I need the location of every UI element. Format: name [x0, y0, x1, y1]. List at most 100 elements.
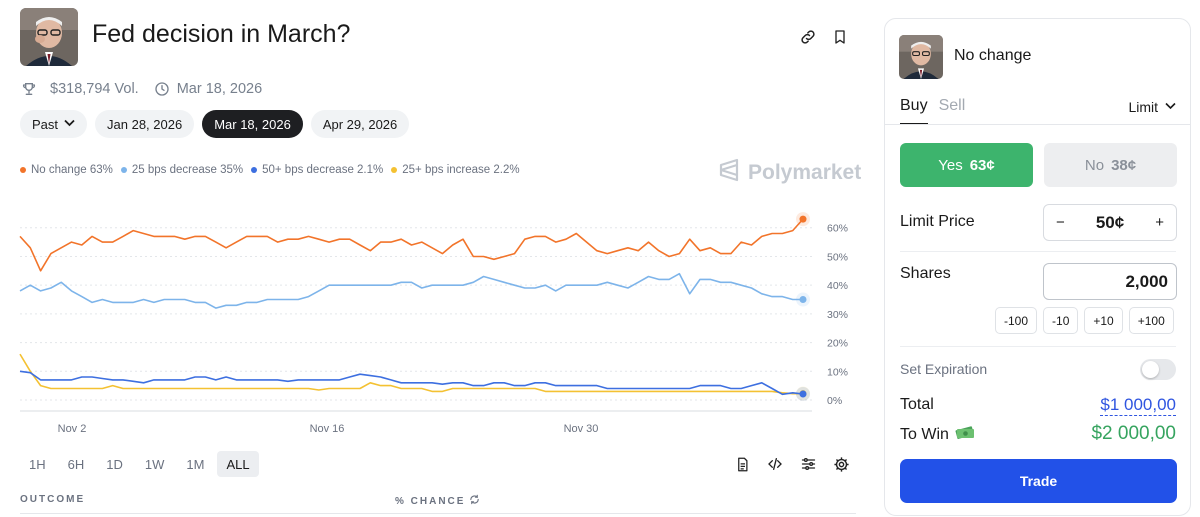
time-range-selector: 1H 6H 1D 1W 1M ALL	[20, 451, 259, 477]
trade-button[interactable]: Trade	[900, 459, 1177, 503]
end-date-text: Mar 18, 2026	[176, 81, 263, 97]
legend-label: 25 bps decrease 35%	[131, 164, 244, 176]
market-title: Fed decision in March?	[92, 20, 351, 48]
yes-label: Yes	[938, 156, 963, 174]
code-embed-icon[interactable]	[766, 455, 784, 473]
past-label: Past	[32, 116, 59, 132]
series-end-point	[799, 215, 807, 223]
limit-price-label: Limit Price	[900, 213, 975, 230]
legend-label: 50+ bps decrease 2.1%	[262, 164, 384, 176]
buy-sell-tabs: Buy Sell	[900, 97, 976, 125]
price-chart[interactable]: 60% 50% 40% 30% 20% 10% 0% Nov 2 Nov 16 Nov 30	[0, 195, 870, 445]
gear-icon[interactable]	[832, 455, 850, 473]
legend-label: No change 63%	[31, 164, 113, 176]
refresh-icon[interactable]	[469, 494, 480, 508]
divider	[900, 251, 1176, 252]
to-win-label: To Win	[900, 425, 949, 443]
series-end-point	[799, 296, 807, 304]
series-line-25-bps-increase	[19, 353, 803, 395]
document-icon[interactable]	[733, 455, 751, 473]
y-tick-label: 50%	[827, 251, 848, 263]
yes-button[interactable]: Yes 63¢	[900, 143, 1033, 187]
no-label: No	[1084, 156, 1105, 174]
to-win-value: $2 000,00	[1091, 423, 1176, 444]
past-dropdown[interactable]: Past	[20, 110, 88, 138]
increase-price-button[interactable]: +	[1155, 214, 1164, 231]
x-tick-label: Nov 30	[564, 423, 599, 435]
chevron-down-icon	[1165, 101, 1176, 113]
chart-legend: No change 63% 25 bps decrease 35% 50+ bps …	[20, 164, 528, 176]
trade-panel: No change Buy Sell Limit Yes 63¢ No 38¢ …	[884, 18, 1191, 516]
tabs-divider	[885, 124, 1190, 125]
shares-minus-100-button[interactable]: -100	[995, 307, 1038, 334]
legend-dot	[120, 167, 127, 173]
link-icon[interactable]	[797, 26, 819, 48]
to-win-row: To Win	[900, 425, 975, 444]
x-tick-label: Nov 16	[310, 423, 345, 435]
volume-text: $318,794 Vol.	[50, 81, 139, 97]
shares-plus-100-button[interactable]: +100	[1128, 307, 1174, 334]
brand-name: Polymarket	[748, 161, 862, 184]
legend-dot	[251, 167, 258, 173]
limit-price-stepper: − 50¢ +	[1043, 204, 1177, 241]
yes-price: 63¢	[969, 156, 995, 174]
clock-icon	[153, 80, 171, 98]
chance-column-label: % CHANCE	[395, 495, 466, 507]
decrease-price-button[interactable]: −	[1056, 214, 1065, 231]
quick-share-buttons: -100 -10 +10 +100	[995, 307, 1174, 334]
total-label: Total	[900, 396, 934, 413]
sliders-icon[interactable]	[799, 455, 817, 473]
order-type-dropdown[interactable]: Limit	[1128, 99, 1176, 115]
shares-plus-10-button[interactable]: +10	[1084, 307, 1123, 334]
y-tick-label: 60%	[827, 223, 848, 235]
no-price: 38¢	[1111, 156, 1137, 174]
expiration-label: Set Expiration	[900, 361, 988, 377]
tab-buy[interactable]: Buy	[900, 97, 928, 125]
date-pill-mar[interactable]: Mar 18, 2026	[202, 110, 303, 138]
x-tick-label: Nov 2	[58, 423, 87, 435]
outcome-name: No change	[954, 47, 1032, 64]
legend-item: 25 bps decrease 35%	[120, 164, 244, 176]
y-tick-label: 10%	[827, 366, 848, 378]
outcome-image	[899, 35, 943, 79]
divider	[900, 346, 1176, 347]
shares-minus-10-button[interactable]: -10	[1043, 307, 1079, 334]
y-tick-label: 0%	[827, 395, 842, 407]
money-icon	[955, 425, 975, 444]
chevron-down-icon	[64, 119, 75, 130]
limit-price-value[interactable]: 50¢	[1095, 212, 1125, 232]
range-6h[interactable]: 6H	[67, 456, 85, 472]
legend-item: 25+ bps increase 2.2%	[391, 164, 520, 176]
date-pill-jan[interactable]: Jan 28, 2026	[95, 110, 195, 138]
total-value: $1 000,00	[1100, 395, 1176, 416]
legend-dot	[391, 167, 398, 173]
range-all[interactable]: ALL	[217, 451, 259, 477]
range-1h[interactable]: 1H	[29, 456, 46, 472]
market-image	[20, 8, 78, 66]
outcome-column-label: OUTCOME	[20, 494, 86, 505]
market-meta: $318,794 Vol. Mar 18, 2026	[20, 80, 262, 98]
polymarket-logo-icon	[718, 158, 740, 188]
date-pill-apr[interactable]: Apr 29, 2026	[310, 110, 410, 138]
date-selector: Past Jan 28, 2026 Mar 18, 2026 Apr 29, 2…	[20, 110, 410, 138]
tab-sell[interactable]: Sell	[938, 97, 966, 114]
range-1w[interactable]: 1W	[144, 456, 165, 472]
outcome-table-header: OUTCOME % CHANCE	[20, 494, 856, 514]
expiration-toggle[interactable]	[1140, 359, 1176, 380]
polymarket-watermark: Polymarket	[718, 158, 861, 188]
y-tick-label: 20%	[827, 338, 848, 350]
legend-label: 25+ bps increase 2.2%	[402, 164, 520, 176]
range-1d[interactable]: 1D	[106, 456, 123, 472]
range-1m[interactable]: 1M	[186, 456, 205, 472]
shares-label: Shares	[900, 265, 951, 282]
y-tick-label: 40%	[827, 280, 848, 292]
series-line-50-bps-decrease	[19, 370, 804, 396]
trophy-icon	[20, 80, 38, 98]
bookmark-icon[interactable]	[829, 26, 851, 48]
toggle-knob	[1142, 361, 1159, 378]
shares-input[interactable]: 2,000	[1043, 263, 1177, 300]
legend-item: 50+ bps decrease 2.1%	[251, 164, 383, 176]
no-button[interactable]: No 38¢	[1044, 143, 1177, 187]
series-line-no-change	[19, 218, 804, 272]
order-type-label: Limit	[1128, 99, 1158, 115]
